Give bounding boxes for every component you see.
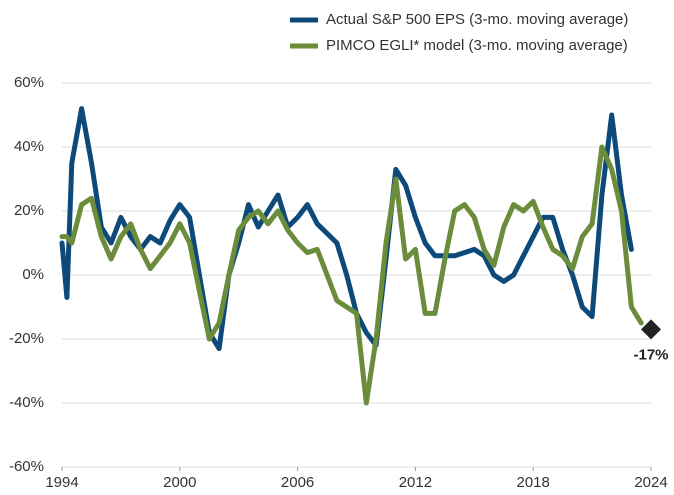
x-tick-label: 1994 [45, 474, 78, 491]
y-tick-label: 20% [14, 202, 44, 219]
y-tick-label: 40% [14, 138, 44, 155]
annotation-label: -17% [633, 346, 668, 363]
y-tick-label: -20% [9, 330, 44, 347]
annotation-marker [641, 319, 661, 340]
x-tick-label: 2018 [517, 474, 550, 491]
x-tick-label: 2024 [634, 474, 667, 491]
y-tick-label: 60% [14, 74, 44, 91]
y-tick-label: -60% [9, 458, 44, 475]
series-line [59, 144, 644, 406]
series-line [59, 106, 634, 352]
x-tick-label: 2012 [399, 474, 432, 491]
legend-label: PIMCO EGLI* model (3-mo. moving average) [326, 37, 628, 54]
y-tick-label: 0% [22, 266, 44, 283]
x-tick-label: 2000 [163, 474, 196, 491]
y-tick-label: -40% [9, 394, 44, 411]
legend-label: Actual S&P 500 EPS (3-mo. moving average… [326, 11, 628, 28]
x-tick-label: 2006 [281, 474, 314, 491]
